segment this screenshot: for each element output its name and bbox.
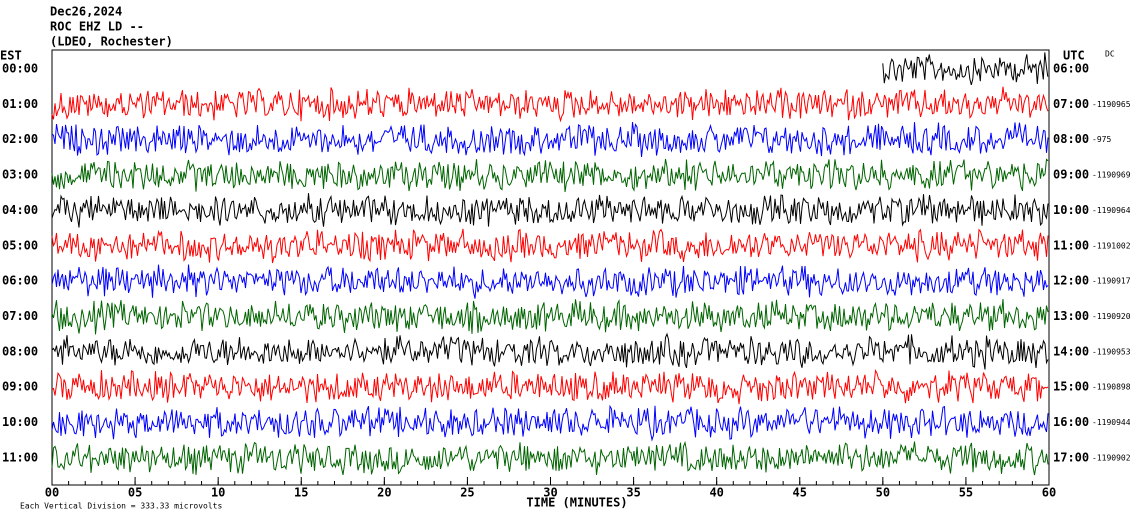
right-row-label: 15:00 — [1053, 380, 1089, 394]
left-row-label: 04:00 — [2, 203, 38, 217]
title-line: ROC EHZ LD -- — [50, 20, 144, 34]
left-row-label: 01:00 — [2, 97, 38, 111]
trace — [51, 264, 1049, 299]
trace — [51, 86, 1049, 123]
left-row-label: 02:00 — [2, 132, 38, 146]
right-row-value: -975 — [1092, 135, 1111, 144]
right-row-label: 17:00 — [1053, 450, 1089, 464]
left-row-label: 06:00 — [2, 274, 38, 288]
right-row-label: 07:00 — [1053, 97, 1089, 111]
x-tick-label: 30 — [543, 486, 557, 500]
footer: Each Vertical Division = 333.33 microvol… — [20, 502, 222, 511]
x-tick-label: 10 — [211, 486, 225, 500]
right-row-value: -1190898 — [1092, 383, 1130, 392]
right-row-value: -1191002 — [1092, 241, 1130, 250]
x-tick-label: 60 — [1042, 486, 1056, 500]
trace — [882, 52, 1049, 86]
trace — [51, 158, 1049, 193]
right-row-value: -1190969 — [1092, 171, 1130, 180]
right-row-value: -1190965 — [1092, 100, 1130, 109]
right-row-value: -1190964 — [1092, 206, 1130, 215]
right-row-value: -1190920 — [1092, 312, 1130, 321]
trace — [51, 193, 1049, 228]
right-row-label: 14:00 — [1053, 344, 1089, 358]
trace — [51, 332, 1049, 370]
trace — [51, 440, 1049, 476]
x-tick-label: 50 — [876, 486, 890, 500]
left-row-label: 11:00 — [2, 450, 38, 464]
title-line: (LDEO, Rochester) — [50, 35, 173, 49]
x-tick-label: 20 — [377, 486, 391, 500]
left-row-label: 07:00 — [2, 309, 38, 323]
trace — [51, 404, 1049, 442]
right-row-value: -1190902 — [1092, 453, 1130, 462]
left-row-label: 09:00 — [2, 380, 38, 394]
left-row-label: 08:00 — [2, 344, 38, 358]
x-tick-label: 25 — [460, 486, 474, 500]
x-tick-label: 15 — [294, 486, 308, 500]
right-row-value: -1190944 — [1092, 418, 1130, 427]
right-note: DC — [1105, 50, 1115, 59]
x-tick-label: 45 — [793, 486, 807, 500]
right-row-label: 08:00 — [1053, 132, 1089, 146]
x-tick-label: 00 — [45, 486, 59, 500]
right-axis-label: UTC — [1063, 49, 1085, 63]
x-axis-label: TIME (MINUTES) — [526, 496, 627, 510]
right-row-label: 09:00 — [1053, 168, 1089, 182]
left-row-label: 00:00 — [2, 62, 38, 76]
trace — [51, 298, 1049, 335]
x-tick-label: 05 — [128, 486, 142, 500]
x-tick-label: 40 — [709, 486, 723, 500]
left-row-label: 05:00 — [2, 238, 38, 252]
right-row-label: 06:00 — [1053, 62, 1089, 76]
trace — [51, 368, 1049, 405]
right-row-label: 13:00 — [1053, 309, 1089, 323]
right-row-value: -1190953 — [1092, 347, 1130, 356]
title-line: Dec26,2024 — [50, 5, 122, 19]
left-row-label: 03:00 — [2, 168, 38, 182]
left-row-label: 10:00 — [2, 415, 38, 429]
trace — [51, 228, 1049, 264]
x-tick-label: 35 — [626, 486, 640, 500]
right-row-label: 10:00 — [1053, 203, 1089, 217]
right-row-label: 12:00 — [1053, 274, 1089, 288]
x-tick-label: 55 — [959, 486, 973, 500]
right-row-label: 11:00 — [1053, 238, 1089, 252]
trace — [51, 122, 1049, 158]
right-row-label: 16:00 — [1053, 415, 1089, 429]
left-axis-label: EST — [0, 49, 22, 63]
right-row-value: -1190917 — [1092, 277, 1130, 286]
